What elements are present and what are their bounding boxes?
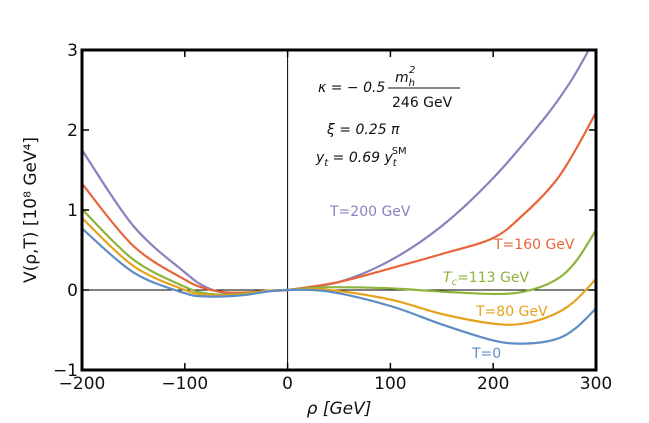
y-tick-label-4: 3	[67, 41, 78, 61]
x-tick-label-4: 200	[477, 374, 509, 394]
x-tick-label-5: 300	[580, 374, 612, 394]
yt-sub: t	[324, 158, 329, 169]
label-tc113: Tc=113 GeV	[443, 270, 529, 288]
series-labels: T=200 GeV T=160 GeV Tc=113 GeV T=80 GeV …	[329, 204, 575, 362]
label-t200: T=200 GeV	[329, 204, 411, 220]
label-t160: T=160 GeV	[493, 237, 575, 253]
series-line-t0	[82, 227, 596, 345]
yt-symbol: y	[315, 150, 325, 166]
series-line-tc113	[82, 208, 596, 296]
yt-value: = 0.69 y	[328, 150, 393, 166]
yt-sup: SM	[392, 146, 407, 157]
yt-sub2: t	[393, 158, 398, 169]
label-tc-sub: c	[452, 277, 458, 288]
tick-layer: −200 −100 0 100 200 300 −1 0 1 2 3	[53, 41, 612, 394]
label-t0: T=0	[471, 346, 501, 362]
x-tick-label-3: 100	[374, 374, 406, 394]
yt-parameter: yt = 0.69 ytSM	[315, 146, 407, 169]
xi-parameter: ξ = 0.25 π	[326, 122, 400, 138]
x-tick-label-0: −200	[59, 374, 106, 394]
series-layer	[82, 50, 596, 345]
kappa-prefix: κ = − 0.5	[318, 80, 385, 96]
kappa-num-sup: 2	[409, 65, 415, 76]
kappa-num-sub: h	[409, 78, 415, 89]
parameter-annotations: κ = − 0.5 mh2 246 GeV ξ = 0.25 π yt = 0.…	[315, 65, 460, 169]
y-tick-label-2: 1	[67, 201, 78, 221]
kappa-numerator: mh 2	[395, 65, 415, 89]
y-tick-label-3: 2	[67, 121, 78, 141]
label-tc-t: T	[443, 270, 453, 286]
series-line-t160	[82, 111, 596, 294]
y-tick-label-0: −1	[53, 361, 78, 381]
y-axis-title: V(ρ,T) [10⁸ GeV⁴]	[21, 137, 41, 283]
kappa-num-m: m	[395, 70, 409, 86]
x-axis-title: ρ [GeV]	[307, 399, 372, 419]
label-t80: T=80 GeV	[475, 304, 548, 320]
y-tick-label-1: 0	[67, 281, 78, 301]
x-tick-label-1: −100	[161, 374, 208, 394]
label-tc-rest: =113 GeV	[457, 270, 529, 286]
x-tick-label-2: 0	[282, 374, 293, 394]
kappa-denominator: 246 GeV	[392, 95, 453, 111]
